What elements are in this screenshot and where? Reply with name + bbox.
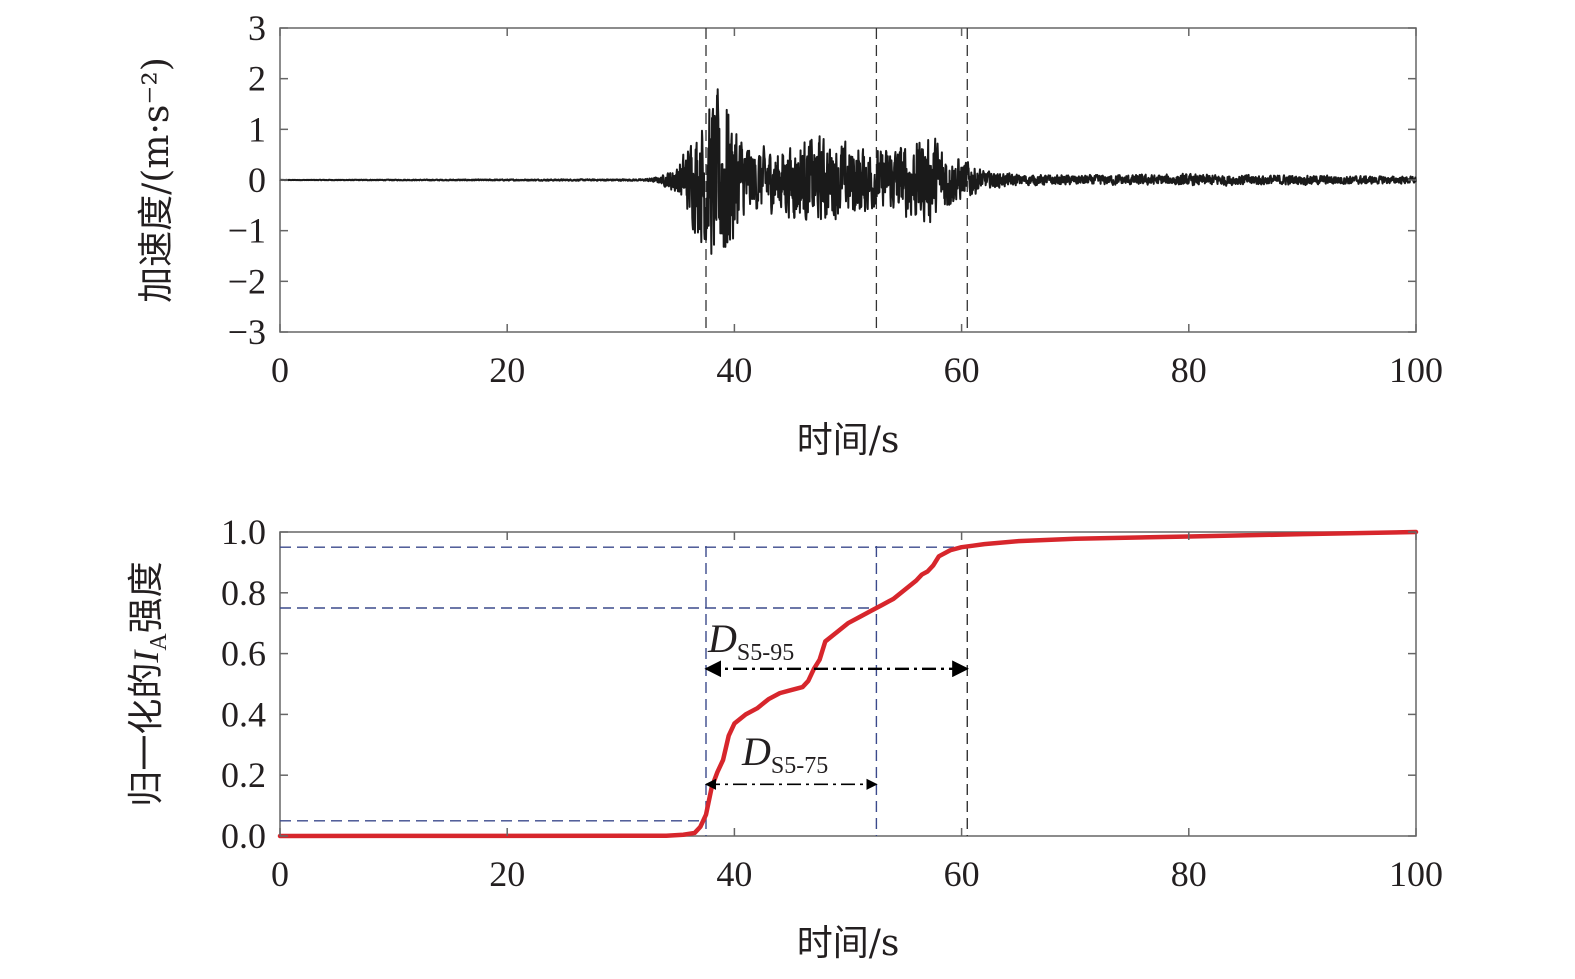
top-x-axis-label: 时间/s [797,420,900,461]
plot-frame-bottom [279,531,1417,837]
duration-label: DS5-75 [741,729,828,779]
x-tick-label: 80 [1171,854,1207,894]
top-x-ticks: 0 20 40 60 80 100 [271,28,1443,390]
y-tick-label: 0.8 [221,573,266,613]
bottom-reference-lines [280,546,968,836]
bottom-x-axis-label: 时间/s [797,923,900,964]
bottom-y-axis-label-sub: A [146,633,172,651]
y-tick-label: 1.0 [221,512,266,552]
arias-intensity-series-line [277,529,1419,839]
x-tick-label: 40 [716,854,752,894]
y-tick-label: 0 [248,160,266,200]
y-tick-label: 1 [248,109,266,149]
chart-top: 0 20 40 60 80 100 −3 −2 −1 0 1 2 3 时间/s 加速度/(m·s⁻²) [136,8,1443,461]
x-tick-label: 60 [944,350,980,390]
duration-label-main: D [741,729,771,774]
x-tick-label: 40 [716,350,752,390]
bottom-y-axis-label-main: 归一化的 [126,663,167,807]
x-tick-label: 100 [1389,350,1443,390]
duration-label-main: D [707,616,737,661]
x-tick-label: 0 [271,350,289,390]
y-tick-label: 3 [248,8,266,48]
x-tick-label: 80 [1171,350,1207,390]
y-tick-label: 0.6 [221,634,266,674]
bottom-y-axis-label: 归一化的IA强度 [126,561,172,806]
y-tick-label: 2 [248,59,266,99]
x-tick-label: 100 [1389,854,1443,894]
top-y-ticks: −3 −2 −1 0 1 2 3 [228,8,1416,352]
duration-label: DS5-95 [707,616,794,666]
y-tick-label: −2 [228,261,266,301]
duration-label-sub: S5-95 [737,640,794,666]
bottom-y-ticks: 0.0 0.2 0.4 0.6 0.8 1.0 [221,512,1416,856]
x-tick-label: 20 [489,854,525,894]
acceleration-series-line [279,88,1417,255]
y-tick-label: −3 [228,312,266,352]
top-y-axis-label: 加速度/(m·s⁻²) [136,57,177,303]
duration-label-sub: S5-75 [771,753,828,779]
x-tick-label: 60 [944,854,980,894]
y-tick-label: 0.0 [221,816,266,856]
x-tick-label: 0 [271,854,289,894]
bottom-x-ticks: 0 20 40 60 80 100 [271,532,1443,894]
bottom-y-axis-label-end: 强度 [126,561,167,633]
y-tick-label: −1 [228,211,266,251]
bottom-y-axis-label-var: I [126,649,166,664]
y-tick-label: 0.4 [221,694,266,734]
y-tick-label: 0.2 [221,755,266,795]
x-tick-label: 20 [489,350,525,390]
